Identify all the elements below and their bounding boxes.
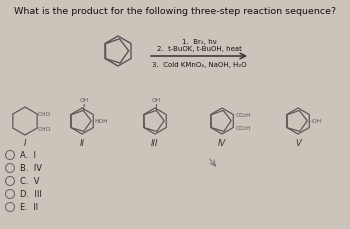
Text: D.  III: D. III	[20, 190, 42, 199]
Text: CO₂H: CO₂H	[236, 112, 251, 117]
Text: I: I	[24, 139, 26, 148]
Text: 2.  t-BuOK, t-BuOH, heat: 2. t-BuOK, t-BuOH, heat	[156, 46, 242, 52]
Text: 3.  Cold KMnO₄, NaOH, H₂O: 3. Cold KMnO₄, NaOH, H₂O	[152, 62, 246, 68]
Text: III: III	[151, 139, 159, 148]
Text: CHO: CHO	[37, 127, 51, 132]
Text: OH: OH	[152, 98, 161, 103]
Text: C.  V: C. V	[20, 177, 40, 186]
Text: –OH: –OH	[310, 119, 322, 124]
Text: HOH: HOH	[94, 119, 108, 124]
Text: II: II	[79, 139, 84, 148]
Text: OH: OH	[80, 98, 89, 103]
Text: CHO: CHO	[37, 111, 51, 116]
Text: What is the product for the following three-step reaction sequence?: What is the product for the following th…	[14, 7, 336, 16]
Text: V: V	[295, 139, 301, 148]
Text: 1.  Br₂, hν: 1. Br₂, hν	[182, 39, 216, 45]
Text: E.  II: E. II	[20, 203, 38, 212]
Text: A.  I: A. I	[20, 151, 36, 160]
Text: IV: IV	[218, 139, 226, 148]
Text: CO₂H: CO₂H	[236, 125, 251, 131]
Text: B.  IV: B. IV	[20, 164, 42, 173]
